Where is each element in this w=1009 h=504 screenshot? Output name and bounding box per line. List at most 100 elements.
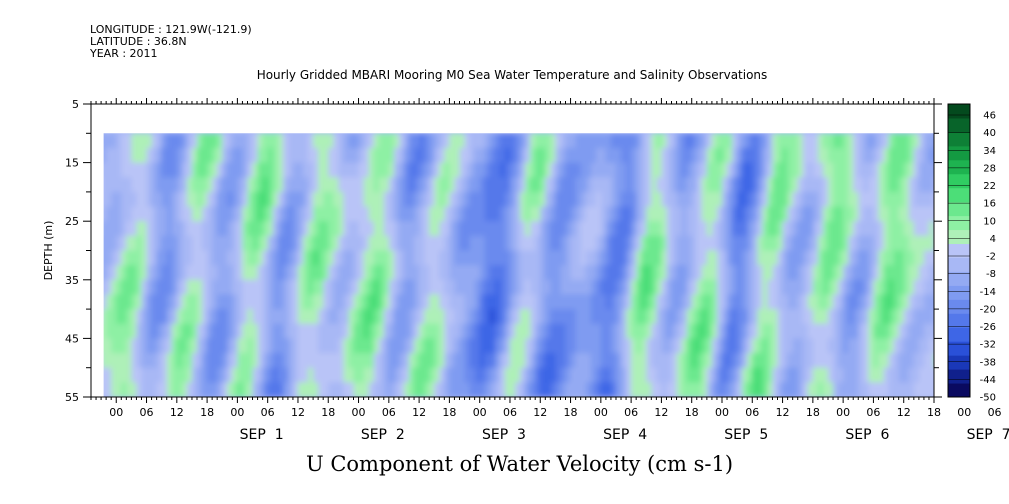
velocity-cell — [267, 338, 274, 354]
velocity-cell — [661, 279, 668, 296]
velocity-cell — [212, 147, 218, 164]
velocity-cell — [191, 133, 198, 149]
velocity-cell — [414, 177, 420, 193]
velocity-cell — [96, 148, 102, 163]
velocity-cell — [757, 191, 763, 208]
velocity-cell — [131, 221, 138, 237]
velocity-cell — [848, 133, 854, 149]
velocity-cell — [388, 294, 395, 310]
velocity-cell — [868, 147, 875, 164]
velocity-cell — [822, 177, 829, 193]
velocity-cell — [535, 367, 541, 383]
velocity-cell — [146, 353, 153, 369]
velocity-cell — [409, 294, 415, 310]
velocity-cell — [868, 279, 875, 296]
colorbar-swatch — [948, 327, 970, 342]
velocity-cell — [282, 235, 289, 252]
velocity-cell — [807, 382, 814, 398]
velocity-cell — [459, 250, 466, 266]
velocity-cell — [328, 309, 334, 325]
velocity-cell — [393, 147, 400, 164]
velocity-cell — [116, 162, 122, 178]
velocity-cell — [792, 338, 799, 354]
velocity-cell — [555, 221, 562, 237]
velocity-cell — [595, 367, 602, 383]
velocity-cell — [257, 279, 264, 296]
velocity-cell — [797, 265, 804, 281]
velocity-cell — [373, 177, 380, 193]
velocity-cell — [580, 162, 587, 178]
velocity-cell — [732, 353, 738, 369]
velocity-cell — [615, 338, 622, 354]
velocity-cell — [545, 279, 551, 296]
velocity-cell — [424, 279, 430, 296]
velocity-cell — [151, 147, 158, 164]
velocity-cell — [848, 323, 854, 339]
velocity-cell — [908, 250, 915, 266]
velocity-cell — [267, 294, 274, 310]
velocity-cell — [176, 235, 183, 252]
velocity-cell — [181, 191, 188, 208]
velocity-cell — [742, 382, 748, 398]
velocity-cell — [454, 338, 461, 354]
velocity-cell — [267, 265, 274, 281]
velocity-cell — [333, 323, 339, 339]
velocity-cell — [272, 294, 279, 310]
velocity-cell — [883, 294, 890, 310]
velocity-cell — [227, 177, 233, 193]
velocity-cell — [651, 294, 657, 310]
velocity-cell — [232, 206, 238, 222]
velocity-cell — [489, 235, 496, 252]
velocity-cell — [237, 235, 244, 252]
velocity-cell — [752, 323, 758, 339]
velocity-cell — [853, 221, 859, 237]
velocity-cell — [676, 221, 683, 237]
velocity-cell — [414, 235, 420, 252]
velocity-cell — [292, 133, 299, 149]
velocity-cell — [232, 191, 238, 208]
velocity-cell — [126, 265, 132, 281]
velocity-cell — [146, 133, 153, 149]
velocity-cell — [762, 353, 769, 369]
velocity-cell — [520, 162, 526, 178]
velocity-cell — [469, 309, 476, 325]
velocity-cell — [313, 279, 319, 296]
velocity-cell — [166, 221, 173, 237]
velocity-cell — [393, 206, 400, 222]
velocity-cell — [893, 382, 900, 398]
velocity-cell — [752, 191, 758, 208]
velocity-cell — [833, 265, 839, 281]
velocity-cell — [868, 221, 875, 237]
velocity-cell — [615, 221, 622, 237]
velocity-cell — [525, 367, 531, 383]
velocity-cell — [615, 177, 622, 193]
velocity-cell — [848, 162, 854, 178]
velocity-cell — [681, 353, 688, 369]
velocity-cell — [716, 177, 723, 193]
velocity-cell — [116, 309, 122, 325]
velocity-cell — [626, 338, 632, 354]
velocity-cell — [186, 221, 193, 237]
velocity-cell — [918, 279, 925, 296]
velocity-cell — [737, 235, 743, 252]
velocity-cell — [398, 338, 405, 354]
velocity-cell — [131, 206, 138, 222]
velocity-cell — [126, 309, 132, 325]
velocity-cell — [610, 338, 617, 354]
x-hour-label: 06 — [866, 406, 880, 419]
velocity-cell — [242, 353, 249, 369]
velocity-cell — [711, 235, 718, 252]
velocity-cell — [257, 235, 264, 252]
velocity-cell — [615, 191, 622, 208]
velocity-cell — [489, 162, 496, 178]
velocity-cell — [207, 177, 213, 193]
velocity-cell — [227, 250, 233, 266]
velocity-cell — [827, 353, 834, 369]
velocity-cell — [267, 191, 274, 208]
velocity-cell — [903, 191, 910, 208]
velocity-cell — [651, 338, 657, 354]
velocity-cell — [252, 162, 259, 178]
velocity-cell — [333, 250, 339, 266]
velocity-cell — [580, 382, 587, 398]
